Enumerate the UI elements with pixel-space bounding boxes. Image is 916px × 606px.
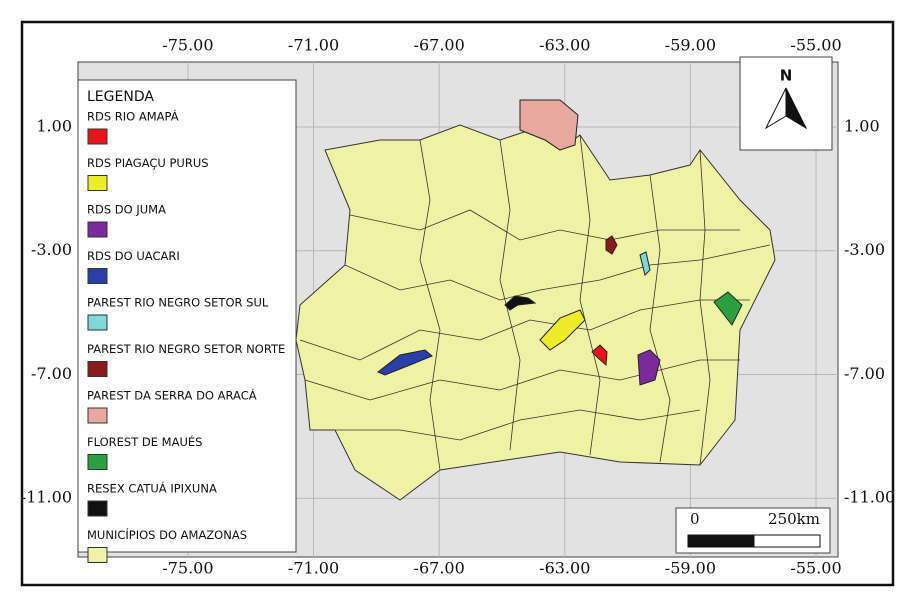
legend-swatch xyxy=(87,361,108,377)
legend-title: LEGENDA xyxy=(87,89,154,105)
x-label-bottom: -67.00 xyxy=(414,559,465,578)
x-label-bottom: -75.00 xyxy=(162,559,213,578)
protected-area xyxy=(539,309,586,351)
legend-swatch xyxy=(87,268,108,284)
north-label: N xyxy=(780,67,793,85)
scale-bar-black xyxy=(687,534,755,548)
legend-label: PAREST DA SERRA DO ARACÁ xyxy=(87,388,257,403)
y-label-left: -7.00 xyxy=(31,364,72,383)
legend-label: FLOREST DE MAUÉS xyxy=(87,434,202,449)
north-arrow-right xyxy=(785,87,808,130)
legend-label: RDS PIAGAÇU PURUS xyxy=(87,156,209,170)
x-label-bottom: -63.00 xyxy=(539,559,590,578)
y-label-right: -3.00 xyxy=(844,240,885,259)
x-label-top: -67.00 xyxy=(414,36,465,55)
legend-swatch xyxy=(87,547,108,563)
protected-area xyxy=(591,344,608,367)
legend-label: PAREST RIO NEGRO SETOR NORTE xyxy=(87,342,285,356)
legend-label: RESEX CATUÁ IPIXUNA xyxy=(87,481,217,496)
x-label-bottom: -55.00 xyxy=(790,559,841,578)
x-label-bottom: -71.00 xyxy=(288,559,339,578)
scale-bar-white xyxy=(753,534,821,548)
municipality-borders xyxy=(299,134,771,471)
legend-swatch xyxy=(87,454,108,470)
legend-swatch xyxy=(87,500,108,517)
legend-label: MUNICÍPIOS DO AMAZONAS xyxy=(87,527,247,542)
protected-area xyxy=(639,251,651,276)
legend-swatch xyxy=(87,221,108,238)
amazonas-state xyxy=(295,124,776,501)
legend-swatch xyxy=(87,314,108,331)
legend-label: RDS DO JUMA xyxy=(87,203,166,217)
y-label-right: -7.00 xyxy=(844,364,885,383)
legend-swatch xyxy=(87,128,108,145)
protected-area xyxy=(377,349,433,376)
y-label-left: 1.00 xyxy=(36,116,72,135)
protected-area xyxy=(713,291,743,326)
y-label-left: -11.00 xyxy=(21,488,72,507)
x-label-top: -63.00 xyxy=(539,36,590,55)
legend-box xyxy=(77,79,297,553)
x-label-bottom: -59.00 xyxy=(665,559,716,578)
scale-start: 0 xyxy=(690,510,700,528)
x-label-top: -71.00 xyxy=(288,36,339,55)
protected-area xyxy=(519,99,579,151)
legend-swatch xyxy=(87,175,108,191)
legend-swatch xyxy=(87,407,108,424)
legend-label: PAREST RIO NEGRO SETOR SUL xyxy=(87,296,269,310)
y-label-right: 1.00 xyxy=(844,116,880,135)
legend-label: RDS RIO AMAPÁ xyxy=(87,109,179,124)
protected-area xyxy=(637,349,661,386)
scale-end: 250km xyxy=(768,510,820,528)
x-label-top: -55.00 xyxy=(790,36,841,55)
x-label-top: -59.00 xyxy=(665,36,716,55)
legend-label: RDS DO UACARI xyxy=(87,249,180,263)
y-label-right: -11.00 xyxy=(844,488,895,507)
protected-area xyxy=(504,295,537,311)
x-label-top: -75.00 xyxy=(162,36,213,55)
y-label-left: -3.00 xyxy=(31,240,72,259)
protected-area xyxy=(605,235,618,255)
